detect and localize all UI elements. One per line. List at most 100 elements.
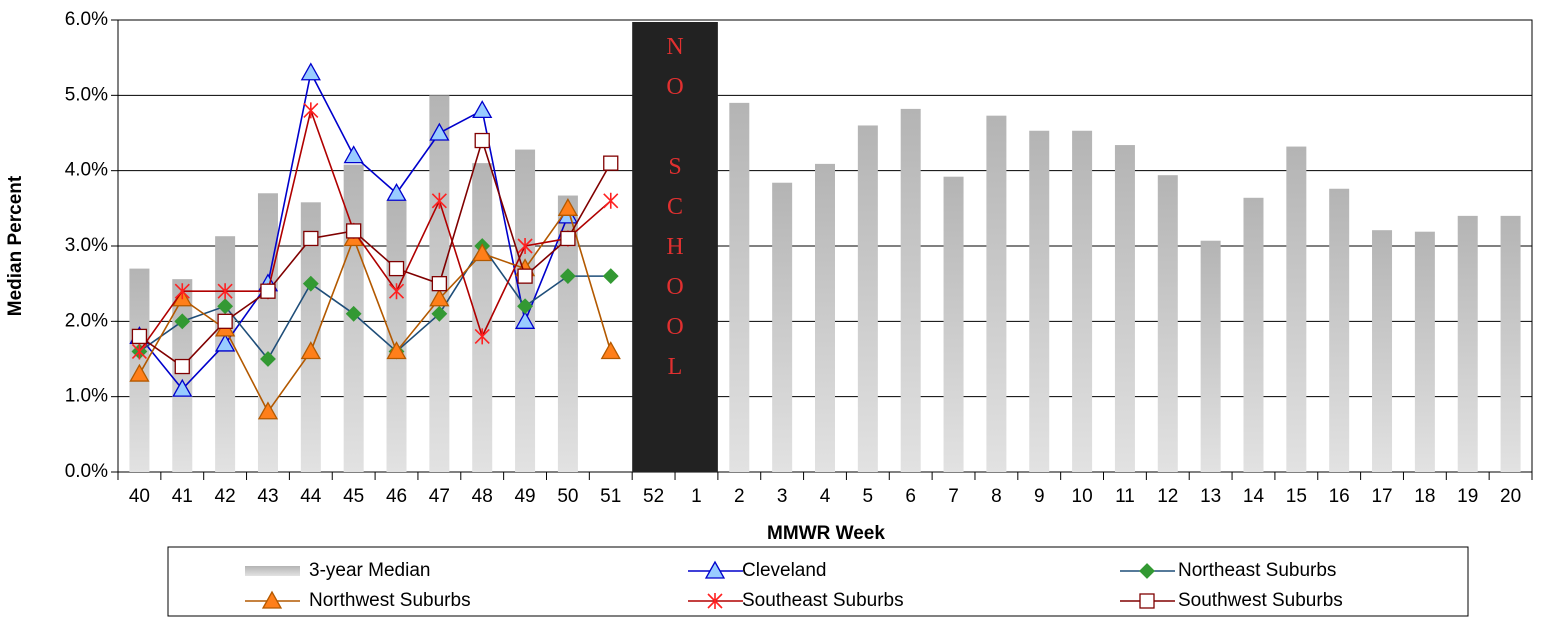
legend-label: Northeast Suburbs — [1178, 560, 1336, 581]
series-marker — [474, 328, 490, 345]
series-marker — [217, 283, 233, 300]
legend-label: Northwest Suburbs — [309, 590, 471, 611]
series-marker — [346, 223, 362, 239]
median-bar — [1372, 230, 1393, 472]
legend-label: Southwest Suburbs — [1178, 590, 1343, 611]
series-marker — [257, 401, 279, 420]
median-bar — [557, 195, 578, 472]
median-bar — [1072, 130, 1093, 473]
legend-label: 3-year Median — [309, 560, 430, 581]
x-tick-label: 41 — [172, 486, 193, 507]
x-axis-title: MMWR Week — [767, 523, 885, 544]
series-marker — [603, 192, 619, 209]
median-bar — [257, 193, 278, 472]
series-line — [138, 244, 611, 361]
x-tick-label: 2 — [734, 486, 745, 507]
x-tick-label: 45 — [343, 486, 364, 507]
series-marker — [429, 122, 450, 141]
x-tick-label: 12 — [1157, 486, 1178, 507]
median-bar — [1200, 240, 1221, 472]
median-bar — [729, 102, 750, 472]
median-bar — [1414, 231, 1435, 472]
legend-label: Cleveland — [742, 560, 827, 581]
series-marker — [300, 341, 321, 360]
series-marker — [174, 358, 190, 375]
median-bar — [986, 115, 1007, 472]
median-bar — [1029, 130, 1050, 473]
series-marker — [559, 268, 576, 285]
legend-marker — [704, 560, 726, 579]
y-tick-label: 5.0% — [65, 84, 108, 105]
x-tick-label: 52 — [643, 486, 664, 507]
x-tick-label: 11 — [1115, 486, 1135, 507]
series-marker — [174, 313, 191, 330]
median-bar — [943, 176, 964, 472]
no-school-label: NO SCHOOL — [662, 34, 689, 394]
series-marker — [514, 311, 536, 329]
series-line — [138, 206, 612, 414]
median-bar — [172, 279, 193, 472]
series-marker — [129, 363, 150, 382]
x-tick-label: 46 — [386, 486, 407, 507]
median-bar — [386, 200, 407, 473]
median-bar — [1457, 215, 1478, 472]
series-marker — [345, 305, 362, 322]
series-marker — [560, 230, 576, 247]
median-bar — [1243, 197, 1264, 472]
series-marker — [431, 192, 447, 209]
legend-marker — [1139, 563, 1155, 579]
series-marker — [517, 238, 533, 254]
median-bar — [815, 163, 835, 473]
series-marker — [131, 343, 147, 360]
series-marker — [217, 298, 234, 315]
median-bar — [1286, 146, 1307, 472]
series-marker — [603, 155, 619, 171]
x-tick-label: 50 — [557, 486, 578, 507]
median-bar — [857, 125, 878, 472]
series-marker — [300, 62, 321, 81]
x-tick-label: 18 — [1414, 486, 1435, 507]
y-tick-label: 3.0% — [65, 235, 108, 256]
series-marker — [343, 145, 364, 164]
series-marker — [386, 341, 407, 360]
median-bar — [300, 202, 321, 472]
median-bar — [900, 108, 921, 472]
y-axis-title: Median Percent — [5, 175, 26, 316]
series-marker — [517, 298, 533, 315]
series-marker — [260, 283, 276, 299]
y-tick-label: 4.0% — [65, 160, 108, 181]
series-marker — [429, 288, 450, 307]
series-marker — [215, 333, 236, 352]
series-line — [138, 107, 612, 352]
series-marker — [431, 276, 448, 292]
series-marker — [174, 283, 190, 300]
series-marker — [303, 102, 319, 119]
legend-marker — [707, 593, 723, 609]
series-marker — [602, 268, 619, 285]
x-tick-label: 4 — [820, 486, 831, 507]
x-tick-label: 44 — [300, 486, 322, 507]
x-tick-label: 42 — [215, 486, 236, 507]
series-marker — [302, 275, 319, 292]
x-tick-label: 15 — [1286, 486, 1307, 507]
series-marker — [386, 182, 407, 201]
series-marker — [517, 268, 533, 284]
series-marker — [472, 243, 493, 262]
x-tick-label: 10 — [1072, 486, 1093, 507]
x-tick-label: 7 — [948, 486, 959, 507]
x-tick-label: 48 — [472, 486, 493, 507]
legend-marker — [261, 590, 283, 609]
x-tick-label: 16 — [1329, 486, 1350, 507]
legend-label: Southeast Suburbs — [742, 590, 904, 611]
no-school-block — [632, 22, 718, 472]
y-tick-label: 2.0% — [65, 310, 108, 331]
x-tick-label: 1 — [691, 486, 702, 507]
y-tick-label: 6.0% — [65, 9, 108, 30]
x-tick-label: 9 — [1034, 486, 1045, 507]
median-bar — [1114, 145, 1135, 472]
x-tick-label: 8 — [991, 486, 1002, 507]
y-tick-label: 1.0% — [65, 386, 108, 407]
x-tick-label: 13 — [1200, 486, 1221, 507]
x-tick-label: 17 — [1371, 486, 1392, 507]
